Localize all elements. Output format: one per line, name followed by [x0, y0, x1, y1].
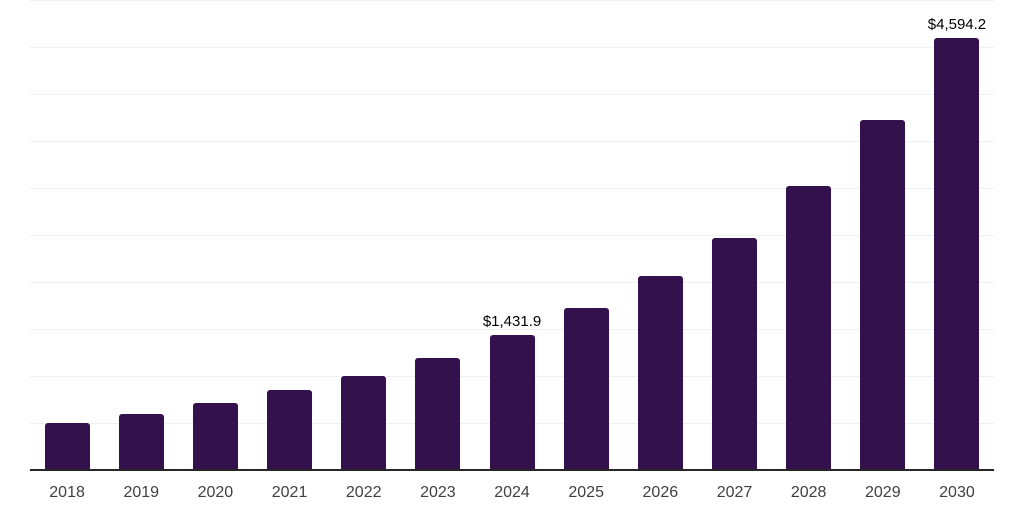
bar-slot-2028 — [772, 0, 846, 470]
bar-2028 — [786, 186, 832, 470]
x-tick-label-2027: 2027 — [716, 484, 753, 501]
x-tick-label-2020: 2020 — [197, 484, 234, 501]
x-tick-label-2019: 2019 — [123, 484, 160, 501]
bar-2024 — [489, 335, 535, 470]
x-axis-labels: 2018 2019 2020 2021 2022 2023 2024 2025 2026 2027… — [30, 483, 994, 502]
x-tick-label-2025: 2025 — [568, 484, 604, 501]
gridline-3000 — [30, 188, 994, 189]
bar-2021 — [267, 390, 313, 470]
gridline-4500 — [30, 47, 994, 48]
bar-2023 — [415, 358, 461, 470]
bar-2022 — [341, 376, 387, 470]
bar-slot-2026 — [623, 0, 697, 470]
gridline-4000 — [30, 94, 994, 95]
gridline-1500 — [30, 329, 994, 330]
bar-2019 — [118, 413, 164, 470]
x-tick-label-2028: 2028 — [790, 484, 827, 501]
bar-2020 — [192, 403, 238, 470]
x-tick-label-2030: 2030 — [939, 484, 975, 501]
bar-slot-2029 — [846, 0, 920, 470]
x-tick-label-2023: 2023 — [420, 484, 456, 501]
bar-slot-2030: $4,594.2 — [920, 0, 994, 470]
bar-2029 — [860, 119, 906, 470]
bar-slot-2024: $1,431.9 — [475, 0, 549, 470]
value-label-2024: $1,431.9 — [482, 313, 542, 331]
bar-2026 — [637, 275, 683, 470]
bar-slot-2018 — [30, 0, 104, 470]
bar-2025 — [563, 307, 609, 470]
bar-slot-2021 — [252, 0, 326, 470]
bar-2027 — [711, 237, 757, 470]
x-axis-line — [30, 469, 994, 471]
x-tick-label-2021: 2021 — [271, 484, 308, 501]
x-tick-label-2024: 2024 — [494, 484, 530, 501]
value-label-2030: $4,594.2 — [927, 16, 987, 34]
x-tick-label-2026: 2026 — [642, 484, 679, 501]
bar-slot-2025 — [549, 0, 623, 470]
x-tick-label-2018: 2018 — [49, 484, 85, 501]
gridline-2000 — [30, 282, 994, 283]
bar-2030 — [934, 38, 980, 470]
bar-slot-2022 — [327, 0, 401, 470]
gridline-3500 — [30, 141, 994, 142]
bar-slot-2020 — [178, 0, 252, 470]
bar-2018 — [44, 423, 90, 470]
bars: $1,431.9 $4,594.2 — [30, 0, 994, 470]
bar-slot-2019 — [104, 0, 178, 470]
plot-area: $1,431.9 $4,594.2 — [30, 0, 994, 470]
gridline-5000 — [30, 0, 994, 1]
bar-slot-2027 — [697, 0, 771, 470]
x-tick-label-2029: 2029 — [865, 484, 901, 501]
x-tick-label-2022: 2022 — [345, 484, 382, 501]
gridline-2500 — [30, 235, 994, 236]
bar-slot-2023 — [401, 0, 475, 470]
